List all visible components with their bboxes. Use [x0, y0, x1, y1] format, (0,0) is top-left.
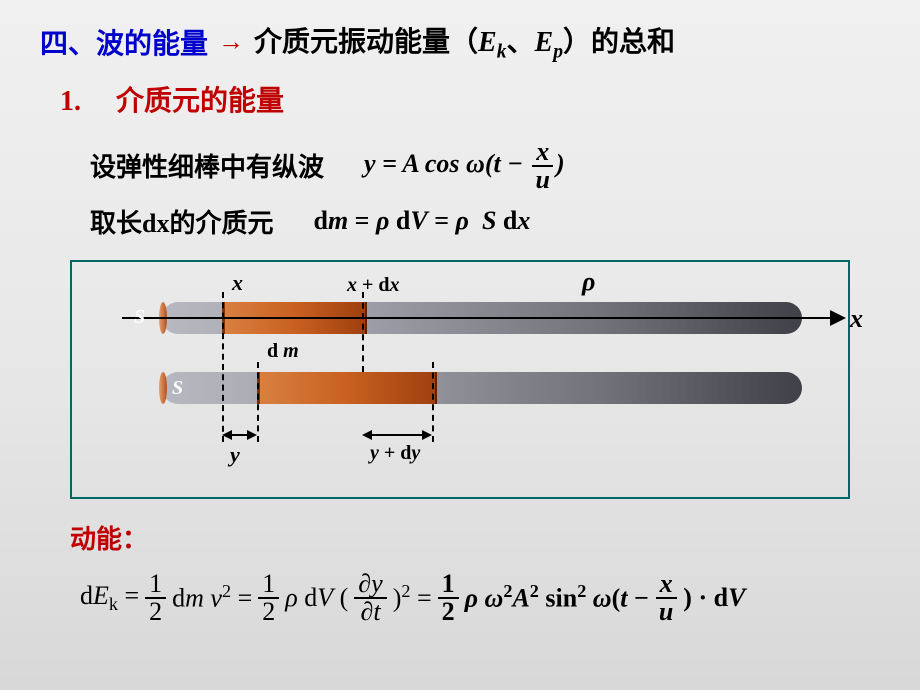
label-x: x	[232, 270, 243, 296]
ep-sub: p	[553, 42, 563, 63]
label-ydy: y + dy	[370, 442, 420, 465]
header-row: 四、波的能量 → 介质元振动能量（Ek、Ep）的总和	[40, 20, 880, 64]
dash2	[362, 292, 364, 372]
ke-title: 动能：	[70, 519, 880, 556]
dim-ydy	[364, 434, 430, 436]
dash1	[222, 292, 224, 442]
diagram: x x + dx ρ S S x d m y y + dy	[70, 260, 850, 499]
title-sub: 介质元振动能量（Ek、Ep）的总和	[254, 20, 675, 64]
ep-var: E	[535, 27, 554, 58]
rod-desc: 设弹性细棒中有纵波	[90, 147, 324, 184]
dm-equation: dm = ρ dV = ρ S dx	[313, 206, 530, 236]
dash4	[432, 362, 434, 442]
ek-var: E	[478, 27, 497, 58]
section-1-title: 1. 介质元的能量	[60, 79, 880, 119]
rod2-segment	[257, 372, 437, 404]
title-main: 四、波的能量	[40, 22, 208, 62]
rod-line: 设弹性细棒中有纵波 y = A cos ω(t − xu)	[90, 139, 880, 193]
dim-y	[224, 434, 255, 436]
label-axis-x: x	[850, 304, 863, 334]
label-dm: d m	[267, 340, 299, 363]
axis-line	[122, 317, 832, 319]
sep: 、	[507, 27, 535, 58]
title-end: ）的总和	[563, 27, 675, 58]
wave-equation: y = A cos ω(t − xu)	[364, 139, 565, 193]
frac-u: u	[532, 167, 554, 193]
frac-x: x	[532, 139, 553, 167]
rod2-cap-left	[159, 372, 167, 404]
label-s2: S	[172, 377, 183, 400]
ek-sub: k	[497, 42, 507, 63]
ke-formula: dEk = 12 dm v2 = 12 ρ dV ( ∂y∂t )2 = 12 …	[80, 571, 880, 625]
axis-arrow-icon	[830, 310, 846, 326]
dx-desc: 取长dx的介质元	[90, 203, 273, 240]
dx-line: 取长dx的介质元 dm = ρ dV = ρ S dx	[90, 203, 880, 240]
label-xdx: x + dx	[347, 274, 400, 297]
dash3	[257, 362, 259, 442]
label-s1: S	[134, 306, 145, 329]
label-y: y	[230, 442, 240, 468]
title-sub-text: 介质元振动能量（	[254, 27, 478, 58]
label-rho: ρ	[582, 267, 595, 297]
arrow-icon: →	[218, 27, 244, 57]
